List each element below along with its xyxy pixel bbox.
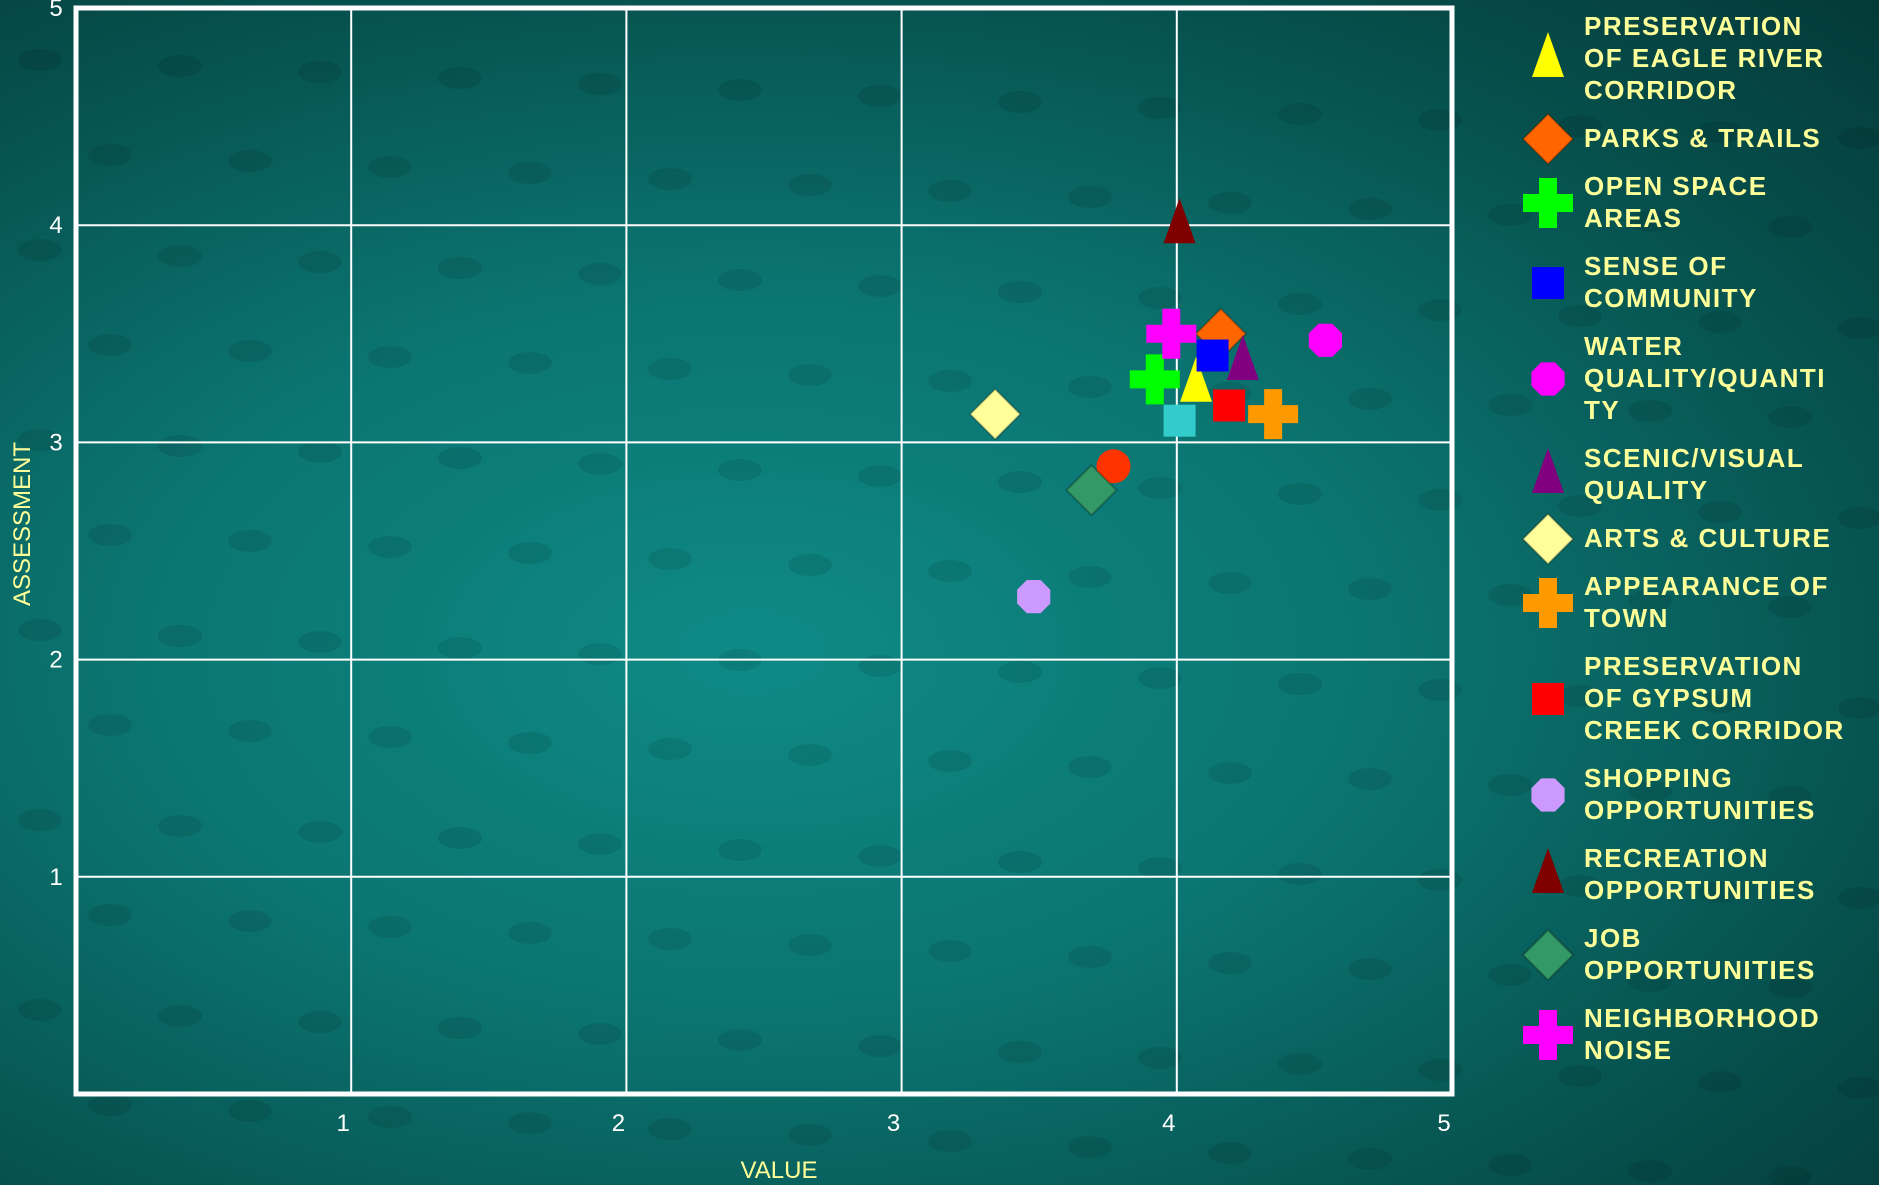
- data-point-scenic-visual-quality: [1226, 335, 1259, 381]
- legend-label: JOB: [1584, 923, 1642, 953]
- tick-labels: 1 2 3 4 5 1 2 3 4 5: [49, 0, 1450, 1137]
- legend-label: SCENIC/VISUAL: [1584, 443, 1804, 473]
- legend-label: AREAS: [1584, 203, 1683, 233]
- legend-marker-preservation-of-gypsum-creek-corridor: [1532, 683, 1564, 715]
- legend-label: RECREATION: [1584, 843, 1769, 873]
- y-axis-title: ASSESSMENT: [9, 442, 36, 606]
- legend-label: NOISE: [1584, 1035, 1672, 1065]
- legend-label: TOWN: [1584, 603, 1669, 633]
- legend-label: OPPORTUNITIES: [1584, 875, 1816, 905]
- data-point-unlabeled: [1163, 404, 1196, 437]
- y-tick-label: 1: [49, 864, 62, 891]
- legend-item-parks-trails: PARKS & TRAILS: [1521, 112, 1821, 166]
- legend: HOUSINGPRESERVATIONOF EAGLE RIVERCORRIDO…: [1521, 11, 1845, 1065]
- data-point-arts-culture: [968, 387, 1022, 441]
- legend-marker-neighborhood-noise: [1523, 1010, 1573, 1060]
- data-point-appearance-of-town: [1248, 389, 1299, 440]
- data-point-preservation-of-eagle-river-corridor: [1180, 356, 1213, 402]
- data-point-shopping-opportunities: [1017, 580, 1051, 614]
- legend-label: QUALITY: [1584, 475, 1709, 505]
- legend-label: CORRIDOR: [1584, 75, 1738, 105]
- legend-label: OF GYPSUM: [1584, 683, 1754, 713]
- legend-label: ARTS & CULTURE: [1584, 523, 1831, 553]
- x-tick-label: 5: [1437, 1110, 1450, 1137]
- legend-label: CREEK CORRIDOR: [1584, 715, 1845, 745]
- legend-marker-preservation-of-eagle-river-corridor: [1532, 32, 1564, 77]
- legend-marker-appearance-of-town: [1523, 578, 1573, 628]
- legend-label: OPEN SPACE: [1584, 171, 1768, 201]
- data-point-open-space-areas: [1129, 354, 1180, 405]
- legend-label: TY: [1584, 395, 1620, 425]
- legend-label: PRESERVATION: [1584, 651, 1803, 681]
- legend-marker-job-opportunities: [1521, 928, 1575, 982]
- legend-label: SHOPPING: [1584, 763, 1733, 793]
- y-tick-label: 2: [49, 647, 62, 674]
- data-points: [968, 198, 1342, 614]
- background-pattern: [18, 49, 1879, 1185]
- legend-marker-scenic-visual-quality: [1532, 448, 1564, 493]
- legend-marker-parks-trails: [1521, 112, 1575, 166]
- legend-label: OPPORTUNITIES: [1584, 955, 1816, 985]
- x-tick-label: 1: [337, 1110, 350, 1137]
- legend-label: COMMUNITY: [1584, 283, 1758, 313]
- legend-label: PRESERVATION: [1584, 11, 1803, 41]
- legend-label: PARKS & TRAILS: [1584, 123, 1821, 153]
- data-point-preservation-of-gypsum-creek-corridor: [1213, 389, 1246, 422]
- legend-label: OPPORTUNITIES: [1584, 795, 1816, 825]
- plot-frame: [73, 5, 1455, 1097]
- legend-marker-sense-of-community: [1532, 267, 1564, 299]
- legend-label: SENSE OF: [1584, 251, 1727, 281]
- x-tick-label: 2: [612, 1110, 625, 1137]
- legend-marker-recreation-opportunities: [1532, 848, 1564, 893]
- x-tick-label: 4: [1162, 1110, 1175, 1137]
- y-tick-label: 5: [49, 0, 62, 22]
- x-tick-label: 3: [887, 1110, 900, 1137]
- x-axis-title: VALUE: [741, 1157, 818, 1184]
- grid: [73, 5, 1455, 1097]
- legend-marker-water-quality-quantity: [1531, 362, 1565, 396]
- legend-label: APPEARANCE OF: [1584, 571, 1829, 601]
- data-point-recreation-opportunities: [1163, 198, 1196, 244]
- legend-label: WATER: [1584, 331, 1683, 361]
- legend-marker-arts-culture: [1521, 512, 1575, 566]
- data-point-water-quality-quantity: [1308, 323, 1342, 357]
- legend-label: NEIGHBORHOOD: [1584, 1003, 1820, 1033]
- legend-marker-shopping-opportunities: [1531, 778, 1565, 812]
- legend-label: OF EAGLE RIVER: [1584, 43, 1825, 73]
- data-point-housing: [1096, 449, 1131, 484]
- data-point-sense-of-community: [1196, 339, 1229, 372]
- data-point-job-opportunities: [1065, 463, 1118, 517]
- legend-label: QUALITY/QUANTI: [1584, 363, 1826, 393]
- legend-item-arts-culture: ARTS & CULTURE: [1521, 512, 1831, 566]
- y-tick-label: 4: [49, 212, 62, 239]
- y-tick-label: 3: [49, 429, 62, 456]
- data-point-neighborhood-noise: [1146, 308, 1197, 359]
- legend-marker-open-space-areas: [1523, 178, 1573, 228]
